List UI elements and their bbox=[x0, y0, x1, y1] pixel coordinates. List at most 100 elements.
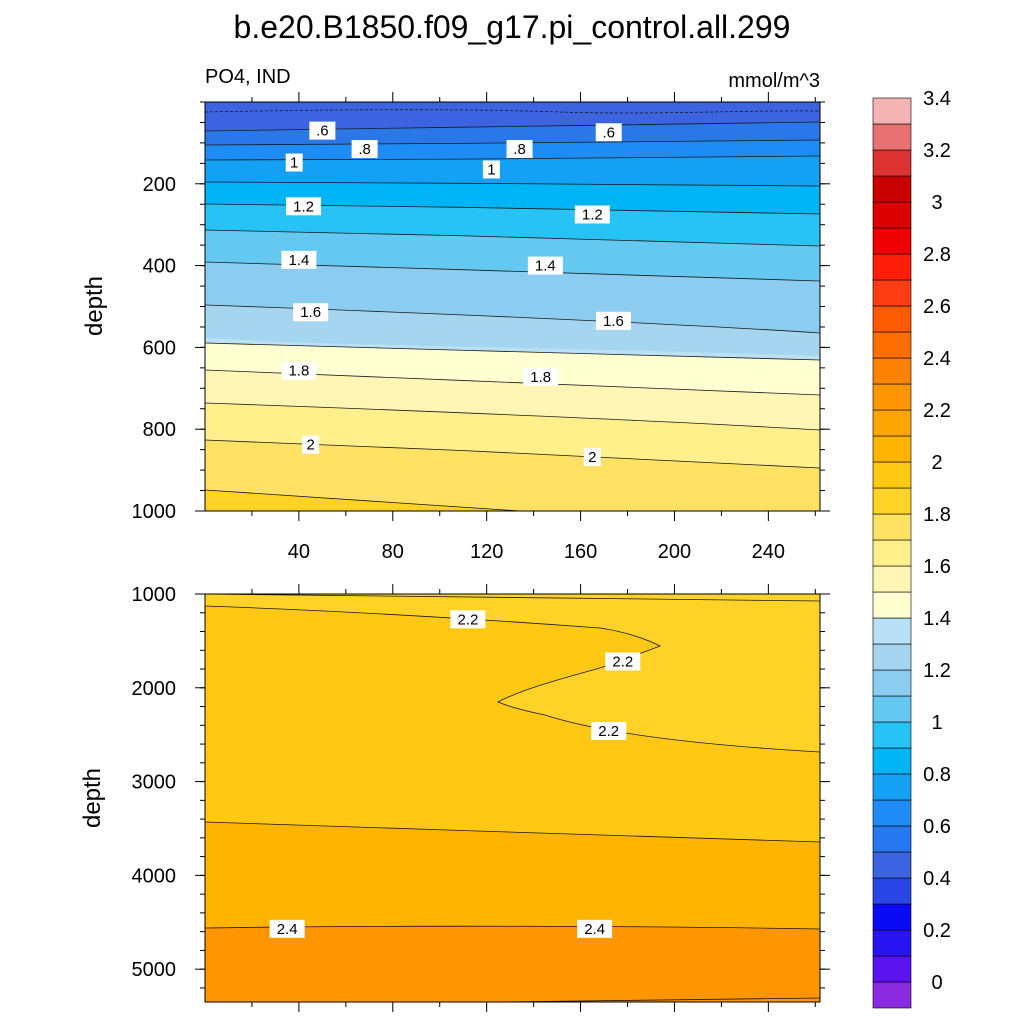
lower-band-2.2-tongue bbox=[205, 594, 820, 752]
upper-y-axis-label: depth bbox=[81, 276, 108, 336]
lower-contour-label-text: 2.4 bbox=[277, 921, 298, 938]
upper-contour-label: 2 bbox=[583, 448, 601, 467]
upper-x-tick-label: 120 bbox=[470, 541, 503, 563]
upper-contour-label: 1.2 bbox=[574, 205, 610, 224]
colorbar-box bbox=[872, 747, 912, 775]
colorbar-label: 2 bbox=[931, 452, 942, 474]
upper-contour-label-text: 1.2 bbox=[293, 198, 314, 215]
colorbar-box bbox=[872, 929, 912, 957]
colorbar-box bbox=[872, 617, 912, 645]
upper-panel: .6 .8 1 1.2 1.4 1.6 1.8 2 .6 .8 1 1.2 1.4 1.6 1.8 2 40 8… bbox=[81, 92, 830, 563]
colorbar-label: 0.4 bbox=[923, 868, 951, 890]
colorbar-label: 0.2 bbox=[923, 920, 951, 942]
colorbar-box bbox=[872, 149, 912, 177]
lower-y-tick-label: 1000 bbox=[132, 584, 177, 606]
upper-contour-label: 1.8 bbox=[523, 367, 559, 386]
colorbar-box bbox=[872, 305, 912, 333]
colorbar-label: 2.4 bbox=[923, 348, 951, 370]
upper-contour-label-text: .8 bbox=[358, 141, 371, 158]
upper-x-tick-label: 160 bbox=[564, 541, 597, 563]
colorbar-box bbox=[872, 825, 912, 853]
upper-y-tick-label: 600 bbox=[143, 337, 176, 359]
upper-contour-label: .6 bbox=[595, 123, 622, 141]
lower-y-tick-label: 4000 bbox=[132, 865, 177, 887]
colorbar-box bbox=[872, 955, 912, 983]
upper-contour-label: 2 bbox=[302, 435, 320, 454]
colorbar-label: 2.6 bbox=[923, 296, 951, 318]
colorbar-label: 3.2 bbox=[923, 140, 951, 162]
colorbar-box bbox=[872, 435, 912, 463]
upper-x-tick-label: 200 bbox=[658, 541, 691, 563]
lower-y-tick-label: 2000 bbox=[132, 678, 177, 700]
lower-axes: 1000 2000 3000 4000 5000 bbox=[132, 584, 830, 1012]
colorbar-box bbox=[872, 539, 912, 567]
colorbar-label: 1.4 bbox=[923, 608, 951, 630]
colorbar-box bbox=[872, 877, 912, 905]
upper-contour-label-text: 1 bbox=[487, 161, 495, 178]
upper-y-tick-label: 1000 bbox=[132, 501, 177, 523]
upper-contour-label-text: 1.4 bbox=[288, 252, 309, 269]
lower-y-tick-label: 3000 bbox=[132, 772, 177, 794]
colorbar-box bbox=[872, 487, 912, 515]
upper-contour-label: 1.4 bbox=[281, 250, 317, 269]
colorbar: 0 0.2 0.4 0.6 0.8 1 1.2 1.4 1.6 1.8 2 2.2 2.4 2.6 2.8 3… bbox=[872, 88, 951, 1009]
colorbar-box bbox=[872, 461, 912, 489]
upper-contour-label: 1.6 bbox=[293, 303, 329, 322]
colorbar-label: 1.2 bbox=[923, 660, 951, 682]
upper-y-tick-label: 800 bbox=[143, 419, 176, 441]
lower-contour-label: 2.4 bbox=[577, 919, 613, 938]
upper-contour-labels: .6 .8 1 1.2 1.4 1.6 1.8 2 .6 .8 1 1.2 1.4 1.6 1.8 2 bbox=[281, 121, 631, 467]
colorbar-label: 2.2 bbox=[923, 400, 951, 422]
upper-contour-label: 1.6 bbox=[595, 311, 631, 330]
upper-contour-label-text: .8 bbox=[513, 141, 526, 158]
upper-contour-label-text: 1 bbox=[290, 155, 298, 172]
colorbar-label: 1.6 bbox=[923, 556, 951, 578]
lower-contour-label: 2.2 bbox=[450, 610, 486, 629]
colorbar-box bbox=[872, 799, 912, 827]
upper-contour-label-text: 2 bbox=[588, 449, 596, 466]
colorbar-box bbox=[872, 383, 912, 411]
upper-contour-label-text: 2 bbox=[306, 437, 314, 454]
upper-band-2.1 bbox=[205, 440, 820, 511]
lower-contour-label-text: 2.2 bbox=[612, 654, 633, 671]
colorbar-box bbox=[872, 981, 912, 1009]
colorbar-box bbox=[872, 565, 912, 593]
colorbar-box bbox=[872, 773, 912, 801]
upper-x-tick-label: 240 bbox=[752, 541, 785, 563]
lower-contour-label-text: 2.4 bbox=[584, 921, 605, 938]
upper-contour-label-text: .6 bbox=[316, 123, 329, 140]
colorbar-box bbox=[872, 201, 912, 229]
lower-contour-label-text: 2.2 bbox=[598, 723, 619, 740]
lower-plot-frame bbox=[204, 593, 821, 1003]
lower-contour-label: 2.4 bbox=[269, 919, 305, 938]
colorbar-label: 3.4 bbox=[923, 88, 951, 110]
colorbar-label: 0.6 bbox=[923, 816, 951, 838]
colorbar-box bbox=[872, 513, 912, 541]
upper-filled-contours bbox=[205, 102, 820, 511]
lower-panel: 2.2 2.2 2.2 2.4 2.4 1000 2000 3000 4000 5000 dep… bbox=[79, 584, 830, 1012]
colorbar-box bbox=[872, 903, 912, 931]
colorbar-box bbox=[872, 227, 912, 255]
upper-x-tick-label: 80 bbox=[382, 541, 404, 563]
colorbar-box bbox=[872, 123, 912, 151]
lower-contour-label-text: 2.2 bbox=[457, 611, 478, 628]
lower-filled-contours bbox=[205, 594, 820, 1002]
upper-contour-label-text: 1.8 bbox=[530, 369, 551, 386]
colorbar-box bbox=[872, 357, 912, 385]
colorbar-box bbox=[872, 851, 912, 879]
colorbar-label: 2.8 bbox=[923, 244, 951, 266]
lower-y-axis-label: depth bbox=[79, 768, 106, 828]
upper-y-tick-label: 200 bbox=[143, 174, 176, 196]
upper-contour-label: 1.4 bbox=[527, 256, 563, 275]
colorbar-box bbox=[872, 253, 912, 281]
upper-contour-label: 1.2 bbox=[286, 197, 322, 216]
upper-contour-label-text: .6 bbox=[602, 124, 615, 141]
colorbar-label: 1 bbox=[931, 712, 942, 734]
colorbar-box bbox=[872, 409, 912, 437]
lower-contour-label: 2.2 bbox=[591, 721, 627, 740]
upper-contour-label-text: 1.4 bbox=[535, 258, 556, 275]
colorbar-label: 0 bbox=[931, 972, 942, 994]
upper-contour-label: .8 bbox=[506, 140, 533, 159]
colorbar-box bbox=[872, 669, 912, 697]
